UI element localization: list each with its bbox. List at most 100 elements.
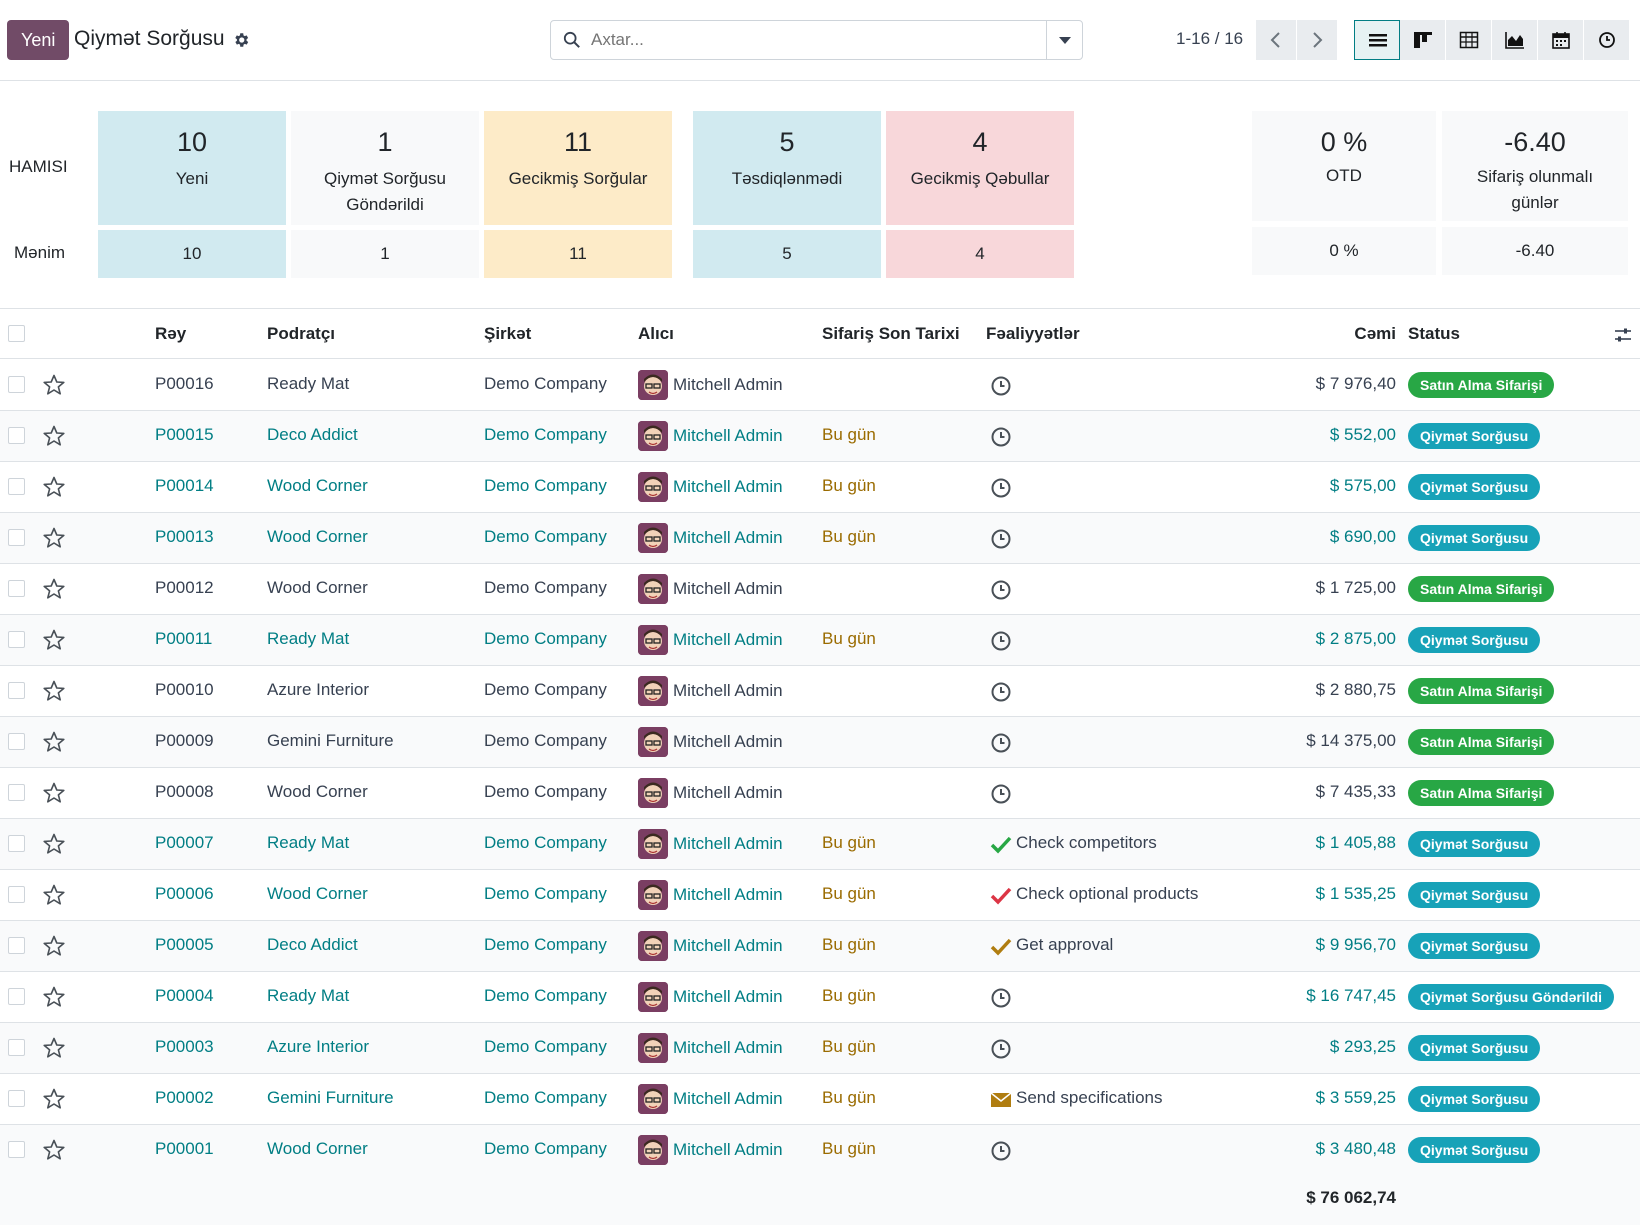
star-icon[interactable] <box>42 577 66 601</box>
table-row[interactable]: P00009 Gemini Furniture Demo Company Mitche… <box>0 717 1640 768</box>
row-checkbox[interactable] <box>8 631 25 648</box>
new-button[interactable]: Yeni <box>7 20 70 60</box>
optional-columns-icon[interactable] <box>1614 326 1632 344</box>
clock-icon[interactable] <box>990 579 1012 601</box>
search-input[interactable] <box>591 21 1031 59</box>
star-icon[interactable] <box>42 526 66 550</box>
row-checkbox[interactable] <box>8 682 25 699</box>
row-checkbox[interactable] <box>8 478 25 495</box>
column-header-reference[interactable]: Rəy <box>155 324 187 343</box>
star-icon[interactable] <box>42 985 66 1009</box>
tile-rfq-sent[interactable]: 1 Qiymət Sorğusu Göndərildi <box>291 111 479 225</box>
clock-icon[interactable] <box>990 732 1012 754</box>
clock-icon[interactable] <box>990 783 1012 805</box>
cell-vendor: Gemini Furniture <box>267 731 394 750</box>
row-checkbox[interactable] <box>8 1039 25 1056</box>
pager-value[interactable]: 1-16 / 16 <box>1176 29 1244 48</box>
star-icon[interactable] <box>42 628 66 652</box>
row-checkbox[interactable] <box>8 937 25 954</box>
star-icon[interactable] <box>42 679 66 703</box>
table-row[interactable]: P00008 Wood Corner Demo Company Mitchell Ad… <box>0 768 1640 819</box>
pager-previous-button[interactable] <box>1256 20 1296 60</box>
table-row[interactable]: P00013 Wood Corner Demo Company Mitchell Ad… <box>0 513 1640 564</box>
star-icon[interactable] <box>42 832 66 856</box>
row-checkbox[interactable] <box>8 784 25 801</box>
column-header-vendor[interactable]: Podratçı <box>267 324 336 343</box>
star-icon[interactable] <box>42 373 66 397</box>
star-icon[interactable] <box>42 475 66 499</box>
row-checkbox[interactable] <box>8 580 25 597</box>
star-icon[interactable] <box>42 934 66 958</box>
clock-icon[interactable] <box>990 987 1012 1009</box>
row-checkbox[interactable] <box>8 733 25 750</box>
tile-not-acknowledged[interactable]: 5 Təsdiqlənmədi <box>693 111 881 225</box>
table-row[interactable]: P00014 Wood Corner Demo Company Mitchell Ad… <box>0 462 1640 513</box>
table-row[interactable]: P00001 Wood Corner Demo Company Mitchell Ad… <box>0 1125 1640 1176</box>
clock-icon[interactable] <box>990 630 1012 652</box>
clock-icon[interactable] <box>990 1140 1012 1162</box>
table-row[interactable]: P00005 Deco Addict Demo Company Mitchell Ad… <box>0 921 1640 972</box>
table-row[interactable]: P00011 Ready Mat Demo Company Mitchell Admi… <box>0 615 1640 666</box>
table-row[interactable]: P00003 Azure Interior Demo Company Mitchell… <box>0 1023 1640 1074</box>
clock-icon[interactable] <box>990 375 1012 397</box>
clock-icon[interactable] <box>990 681 1012 703</box>
check-orange-icon[interactable] <box>990 936 1012 958</box>
pager-next-button[interactable] <box>1297 20 1337 60</box>
row-checkbox[interactable] <box>8 886 25 903</box>
tile-late-receipts-mine[interactable]: 4 <box>886 230 1074 278</box>
column-header-status[interactable]: Status <box>1408 324 1460 343</box>
column-header-total[interactable]: Cəmi <box>1354 324 1396 343</box>
clock-icon[interactable] <box>990 426 1012 448</box>
pivot-view-button[interactable] <box>1446 20 1492 60</box>
search-options-toggle[interactable] <box>1046 21 1082 59</box>
column-header-order-deadline[interactable]: Sifariş Son Tarixi <box>822 324 960 343</box>
row-checkbox[interactable] <box>8 835 25 852</box>
star-icon[interactable] <box>42 1138 66 1162</box>
select-all-checkbox[interactable] <box>8 325 25 342</box>
gear-icon[interactable] <box>232 31 250 49</box>
kanban-view-button[interactable] <box>1400 20 1446 60</box>
star-icon[interactable] <box>42 730 66 754</box>
clock-icon[interactable] <box>990 477 1012 499</box>
row-checkbox[interactable] <box>8 376 25 393</box>
tile-not-acknowledged-mine[interactable]: 5 <box>693 230 881 278</box>
graph-view-button[interactable] <box>1492 20 1538 60</box>
row-checkbox[interactable] <box>8 529 25 546</box>
calendar-view-button[interactable] <box>1538 20 1584 60</box>
table-row[interactable]: P00015 Deco Addict Demo Company Mitchell Ad… <box>0 411 1640 462</box>
table-row[interactable]: P00007 Ready Mat Demo Company Mitchell Admi… <box>0 819 1640 870</box>
table-row[interactable]: P00012 Wood Corner Demo Company Mitchell Ad… <box>0 564 1640 615</box>
table-row[interactable]: P00006 Wood Corner Demo Company Mitchell Ad… <box>0 870 1640 921</box>
tile-late-receipts[interactable]: 4 Gecikmiş Qəbullar <box>886 111 1074 225</box>
tile-late-rfqs-mine[interactable]: 11 <box>484 230 672 278</box>
row-checkbox[interactable] <box>8 988 25 1005</box>
clock-icon[interactable] <box>990 1038 1012 1060</box>
check-red-icon[interactable] <box>990 885 1012 907</box>
tile-rfq-sent-mine[interactable]: 1 <box>291 230 479 278</box>
list-view-button[interactable] <box>1354 20 1400 60</box>
row-checkbox[interactable] <box>8 1090 25 1107</box>
envelope-icon[interactable] <box>990 1089 1012 1111</box>
star-icon[interactable] <box>42 1036 66 1060</box>
avatar <box>638 727 668 757</box>
table-row[interactable]: P00002 Gemini Furniture Demo Company Mitche… <box>0 1074 1640 1125</box>
clock-icon[interactable] <box>990 528 1012 550</box>
activity-view-button[interactable] <box>1584 20 1630 60</box>
star-icon[interactable] <box>42 424 66 448</box>
table-row[interactable]: P00010 Azure Interior Demo Company Mitchell… <box>0 666 1640 717</box>
star-icon[interactable] <box>42 781 66 805</box>
tile-new[interactable]: 10 Yeni <box>98 111 286 225</box>
tile-new-mine[interactable]: 10 <box>98 230 286 278</box>
row-checkbox[interactable] <box>8 1141 25 1158</box>
star-icon[interactable] <box>42 1087 66 1111</box>
star-icon[interactable] <box>42 883 66 907</box>
column-header-company[interactable]: Şirkət <box>484 324 532 343</box>
row-checkbox[interactable] <box>8 427 25 444</box>
table-row[interactable]: P00016 Ready Mat Demo Company Mitchell Admi… <box>0 360 1640 411</box>
column-header-activities[interactable]: Fəaliyyətlər <box>986 324 1080 343</box>
check-green-icon[interactable] <box>990 834 1012 856</box>
table-row[interactable]: P00004 Ready Mat Demo Company Mitchell Admi… <box>0 972 1640 1023</box>
column-header-buyer[interactable]: Alıcı <box>638 324 674 343</box>
cell-company: Demo Company <box>484 1139 607 1158</box>
tile-late-rfqs[interactable]: 11 Gecikmiş Sorğular <box>484 111 672 225</box>
